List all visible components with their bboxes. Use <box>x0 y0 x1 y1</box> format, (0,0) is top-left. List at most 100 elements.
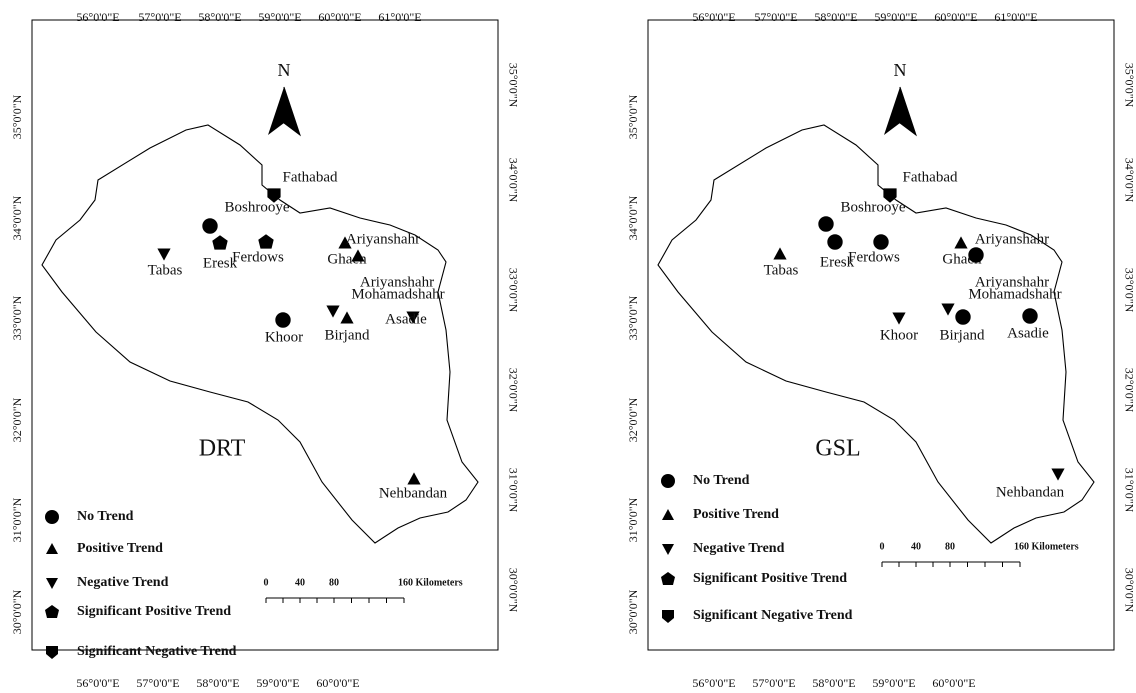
station-label: Khoor <box>880 327 918 343</box>
latitude-label: 35°0'0"N <box>1122 63 1136 108</box>
north-label: N <box>894 60 907 80</box>
north-label: N <box>278 60 291 80</box>
symbol-no-trend <box>968 247 984 263</box>
scale-label: 160 Kilometers <box>398 577 463 588</box>
scale-label: 80 <box>945 541 955 552</box>
longitude-label: 58°0'0"E <box>198 10 241 24</box>
longitude-label: 60°0'0"E <box>316 676 359 690</box>
station-label: Nehbandan <box>996 484 1065 500</box>
station-label: Mohamadshahr <box>968 286 1061 302</box>
longitude-label: 58°0'0"E <box>814 10 857 24</box>
longitude-label: 57°0'0"E <box>136 676 179 690</box>
station-label: Ariyanshahr <box>360 274 434 290</box>
latitude-label: 33°0'0"N <box>1122 268 1136 313</box>
station-label: Ferdows <box>848 249 900 265</box>
longitude-label: 58°0'0"E <box>812 676 855 690</box>
latitude-label: 32°0'0"N <box>506 368 520 413</box>
map-title: DRT <box>199 436 246 462</box>
station-label: Asadie <box>1007 325 1049 341</box>
station-label: Tabas <box>148 262 183 278</box>
symbol-positive <box>773 247 787 260</box>
symbol-negative <box>892 312 906 325</box>
longitude-label: 56°0'0"E <box>76 676 119 690</box>
longitude-label: 58°0'0"E <box>196 676 239 690</box>
symbol-no-trend <box>955 309 971 325</box>
longitude-label: 60°0'0"E <box>932 676 975 690</box>
symbol-significant-negative <box>46 646 58 659</box>
symbol-no-trend <box>818 216 834 232</box>
symbol-significant-positive <box>661 572 675 585</box>
scale-label: 40 <box>295 577 305 588</box>
latitude-label: 34°0'0"N <box>1122 158 1136 203</box>
longitude-label: 59°0'0"E <box>872 676 915 690</box>
longitude-label: 59°0'0"E <box>874 10 917 24</box>
legend-label: Significant Positive Trend <box>77 604 231 619</box>
station-label: Boshrooye <box>841 199 906 215</box>
legend-label: Positive Trend <box>693 507 779 522</box>
symbol-positive <box>407 472 421 485</box>
latitude-label: 31°0'0"N <box>506 468 520 513</box>
symbol-no-trend <box>661 474 675 488</box>
latitude-label: 30°0'0"N <box>1122 568 1136 613</box>
station-label: Tabas <box>764 262 799 278</box>
latitude-label: 33°0'0"N <box>626 295 640 340</box>
scale-label: 160 Kilometers <box>1014 541 1079 552</box>
symbol-positive <box>338 236 352 249</box>
legend-label: Significant Positive Trend <box>693 571 847 586</box>
latitude-label: 31°0'0"N <box>1122 468 1136 513</box>
latitude-label: 33°0'0"N <box>10 295 24 340</box>
scale-label: 80 <box>329 577 339 588</box>
symbol-significant-positive <box>45 605 59 618</box>
symbol-no-trend <box>45 510 59 524</box>
station-label: Birjand <box>325 327 370 343</box>
legend-label: Significant Negative Trend <box>77 644 237 659</box>
legend-label: Positive Trend <box>77 541 163 556</box>
station-label: Ariyanshahr <box>975 274 1049 290</box>
legend-label: Significant Negative Trend <box>693 608 853 623</box>
latitude-label: 32°0'0"N <box>10 397 24 442</box>
latitude-label: 33°0'0"N <box>506 268 520 313</box>
north-arrow <box>899 86 917 137</box>
symbol-negative <box>406 311 420 324</box>
symbol-positive <box>954 236 968 249</box>
symbol-negative <box>157 248 171 261</box>
scale-label: 0 <box>264 577 269 588</box>
longitude-label: 60°0'0"E <box>318 10 361 24</box>
latitude-label: 34°0'0"N <box>626 195 640 240</box>
symbol-positive <box>46 543 58 554</box>
latitude-label: 32°0'0"N <box>1122 368 1136 413</box>
latitude-label: 31°0'0"N <box>626 497 640 542</box>
symbol-positive <box>351 249 365 262</box>
symbol-negative <box>1051 468 1065 481</box>
longitude-label: 60°0'0"E <box>934 10 977 24</box>
latitude-label: 35°0'0"N <box>626 94 640 139</box>
symbol-no-trend <box>202 218 218 234</box>
symbol-significant-negative <box>883 188 897 203</box>
station-label: Fathabad <box>903 169 958 185</box>
longitude-label: 57°0'0"E <box>754 10 797 24</box>
latitude-label: 31°0'0"N <box>10 497 24 542</box>
station-label: Eresk <box>820 254 855 270</box>
symbol-significant-positive <box>258 234 274 249</box>
latitude-label: 34°0'0"N <box>506 158 520 203</box>
latitude-label: 35°0'0"N <box>506 63 520 108</box>
map-panel: 56°0'0"E 57°0'0"E 58°0'0"E 59°0'0"E 60°0'0"E… <box>10 10 521 690</box>
latitude-label: 34°0'0"N <box>10 195 24 240</box>
longitude-label: 57°0'0"E <box>138 10 181 24</box>
north-arrow <box>283 86 301 137</box>
legend-label: No Trend <box>77 509 134 524</box>
north-arrow <box>884 87 900 135</box>
scale-label: 40 <box>911 541 921 552</box>
latitude-label: 30°0'0"N <box>506 568 520 613</box>
longitude-label: 61°0'0"E <box>994 10 1037 24</box>
map-title: GSL <box>815 436 860 462</box>
station-label: Khoor <box>265 329 303 345</box>
station-label: Mohamadshahr <box>351 286 444 302</box>
legend-label: Negative Trend <box>693 541 785 556</box>
longitude-label: 61°0'0"E <box>378 10 421 24</box>
latitude-label: 32°0'0"N <box>626 397 640 442</box>
longitude-label: 57°0'0"E <box>752 676 795 690</box>
longitude-label: 59°0'0"E <box>256 676 299 690</box>
symbol-negative <box>46 578 58 589</box>
station-label: Boshrooye <box>225 199 290 215</box>
